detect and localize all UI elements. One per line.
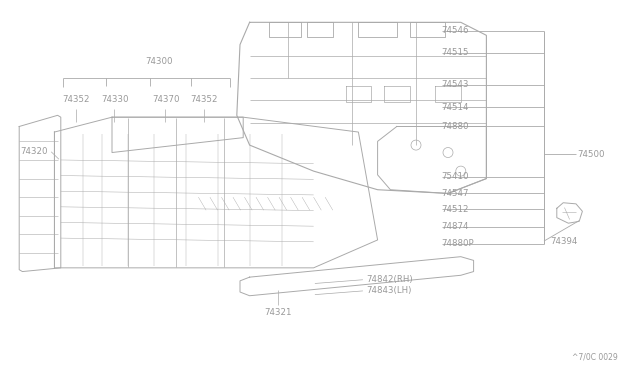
Text: 74514: 74514	[442, 103, 469, 112]
Text: 74500: 74500	[577, 150, 605, 159]
Text: 74874: 74874	[442, 222, 469, 231]
Text: ^7/0C 0029: ^7/0C 0029	[572, 353, 618, 362]
Text: 75410: 75410	[442, 172, 469, 181]
Text: 74880P: 74880P	[442, 239, 474, 248]
Text: 74300: 74300	[145, 57, 172, 66]
Text: 74880: 74880	[442, 122, 469, 131]
Text: 74370: 74370	[152, 95, 180, 104]
Text: 74515: 74515	[442, 48, 469, 57]
Text: 74352: 74352	[191, 95, 218, 104]
Text: 74546: 74546	[442, 26, 469, 35]
Text: 74843(LH): 74843(LH)	[366, 286, 412, 295]
Text: 74543: 74543	[442, 80, 469, 89]
Text: 74842(RH): 74842(RH)	[366, 275, 413, 284]
Text: 74352: 74352	[63, 95, 90, 104]
Text: 74321: 74321	[265, 308, 292, 317]
Text: 74320: 74320	[20, 147, 48, 156]
Text: 74547: 74547	[442, 189, 469, 198]
Text: 74394: 74394	[550, 237, 578, 246]
Text: 74512: 74512	[442, 205, 469, 214]
Text: 74330: 74330	[101, 95, 129, 104]
